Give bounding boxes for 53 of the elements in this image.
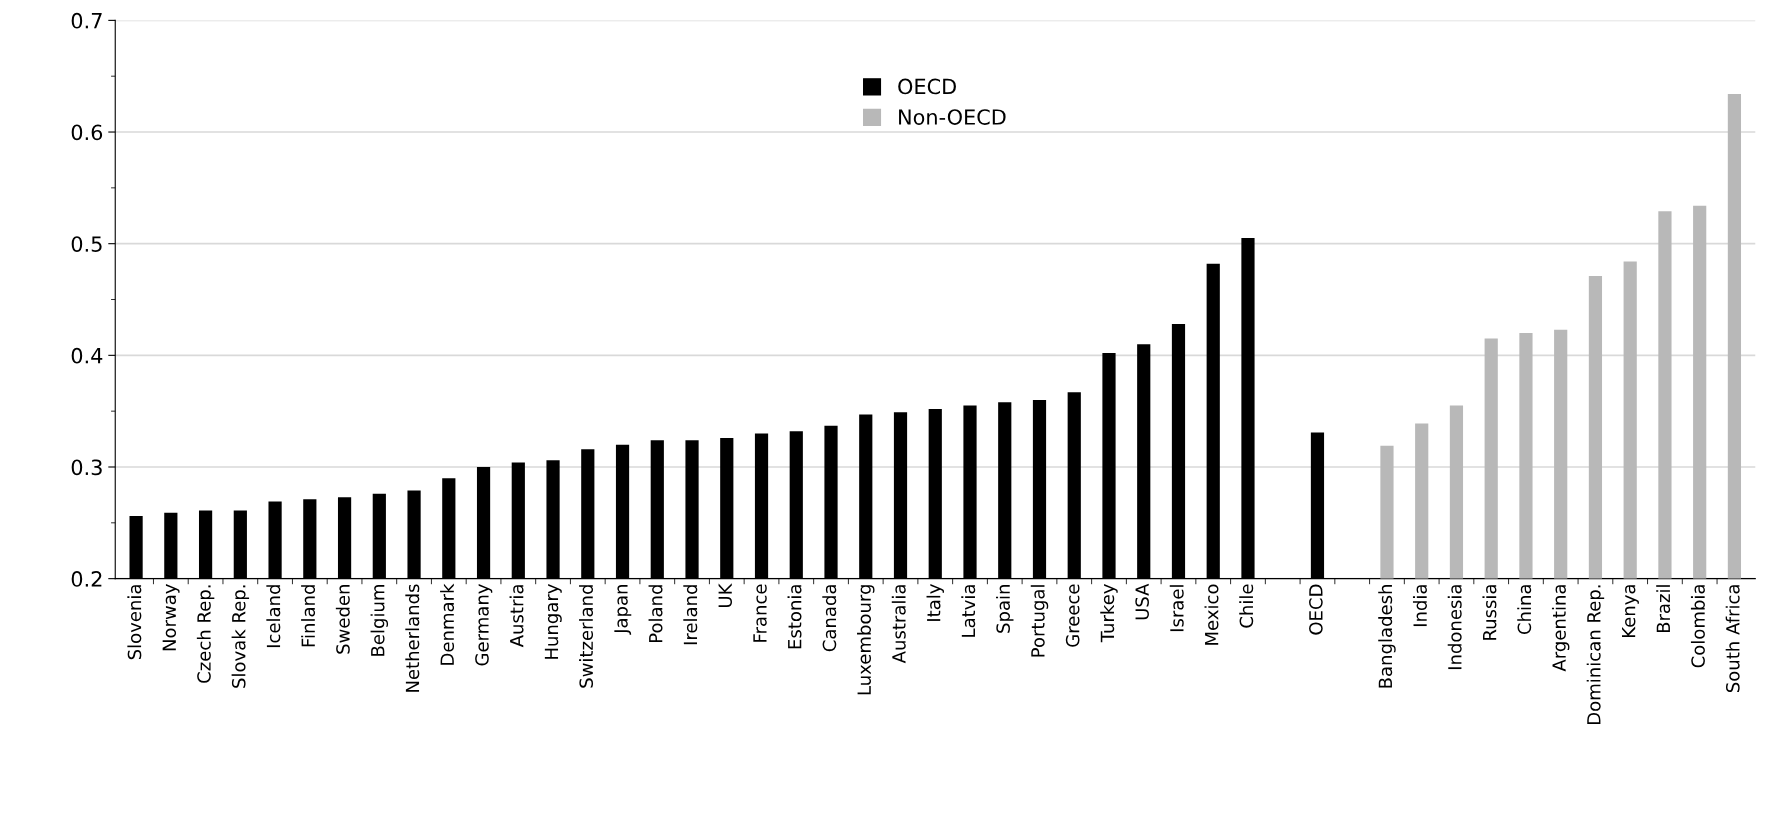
x-tick-label: Indonesia xyxy=(1447,585,1462,670)
x-tick-label: Russia xyxy=(1482,585,1497,640)
x-tick-label: Slovak Rep. xyxy=(231,585,250,688)
y-tick-label: 0.4 xyxy=(71,347,103,364)
legend-label: OECD xyxy=(898,78,956,95)
x-tick-label: USA xyxy=(1135,583,1149,620)
x-tick-label: Estonia xyxy=(787,585,802,649)
y-tick-label: 0.6 xyxy=(71,124,103,141)
y-tick-label: 0.3 xyxy=(71,459,102,476)
x-tick-label: Germany xyxy=(475,584,493,666)
x-tick-label: Slovenia xyxy=(127,585,142,660)
x-tick-label: Spain xyxy=(996,585,1014,633)
x-tick-label: China xyxy=(1517,585,1532,635)
x-tick-label: Belgium xyxy=(370,585,389,656)
x-tick-label: Iceland xyxy=(266,585,281,648)
y-tick-label: 0.2 xyxy=(71,571,102,587)
x-tick-label: Italy xyxy=(926,584,944,621)
x-tick-label: Luxembourg xyxy=(857,585,875,695)
x-tick-label: Dominican Rep. xyxy=(1586,585,1605,724)
x-tick-label: South Africa xyxy=(1725,585,1740,693)
x-tick-label: Latvia xyxy=(961,585,976,637)
x-tick-label: Brazil xyxy=(1656,585,1671,633)
x-tick-label: Kenya xyxy=(1622,585,1639,637)
y-tick-label: 0.7 xyxy=(71,12,102,29)
x-tick-label: Colombia xyxy=(1690,585,1705,668)
x-tick-label: OECD xyxy=(1309,584,1323,635)
x-tick-label: Turkey xyxy=(1100,584,1118,643)
x-tick-label: UK xyxy=(718,583,733,607)
x-tick-label: France xyxy=(753,584,767,642)
x-tick-label: Canada xyxy=(822,585,837,652)
x-tick-label: Bangladesh xyxy=(1378,585,1396,688)
x-tick-label: Netherlands xyxy=(405,584,420,692)
x-tick-label: India xyxy=(1412,585,1427,627)
x-tick-label: Chile xyxy=(1239,584,1254,628)
x-tick-label: Sweden xyxy=(335,585,350,654)
x-tick-label: Austria xyxy=(509,585,524,648)
x-tick-label: Greece xyxy=(1065,584,1080,647)
x-tick-label: Australia xyxy=(891,585,906,664)
x-tick-label: Portugal xyxy=(1030,585,1049,657)
x-tick-label: Mexico xyxy=(1204,584,1219,645)
x-tick-label: Denmark xyxy=(440,583,455,665)
x-tick-label: Finland xyxy=(301,585,316,647)
legend-label: Non-OECD xyxy=(899,109,1006,125)
x-tick-label: Czech Rep. xyxy=(196,585,215,683)
x-tick-label: Norway xyxy=(162,584,180,651)
x-tick-label: Israel xyxy=(1169,585,1184,632)
x-tick-label: Switzerland xyxy=(579,585,594,688)
x-tick-label: Argentina xyxy=(1551,585,1570,672)
y-tick-label: 0.5 xyxy=(71,236,102,252)
x-tick-label: Ireland xyxy=(683,585,698,645)
x-tick-label: Hungary xyxy=(544,584,562,659)
x-tick-label: Japan xyxy=(614,585,632,635)
x-tick-label: Poland xyxy=(648,585,663,643)
